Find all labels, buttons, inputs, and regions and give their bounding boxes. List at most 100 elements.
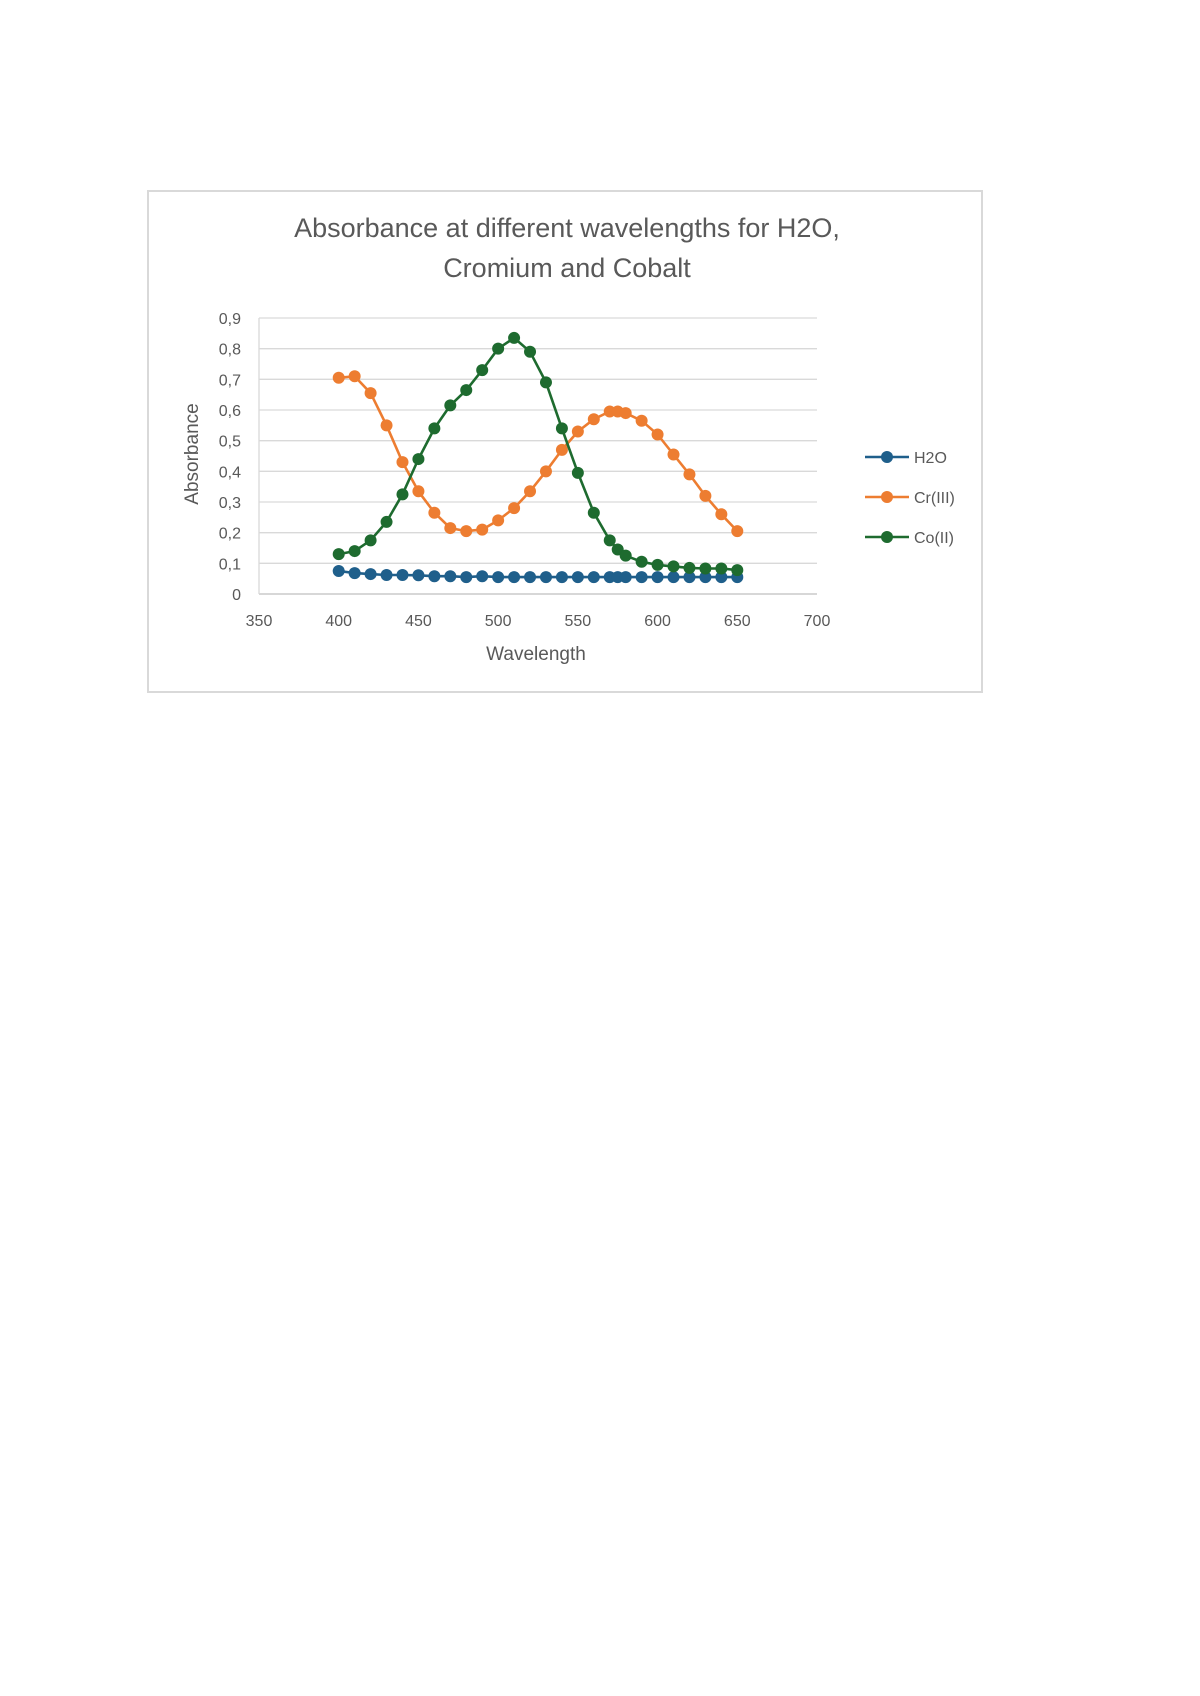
data-point-h2o (444, 570, 457, 583)
data-point-co-ii (348, 545, 361, 558)
x-tick-label: 450 (405, 613, 432, 630)
data-point-co-ii (364, 534, 377, 547)
data-point-h2o (508, 571, 521, 584)
data-point-cr-iii (587, 413, 600, 426)
data-point-cr-iii (619, 407, 632, 420)
data-point-cr-iii (539, 465, 552, 478)
series-plot (332, 331, 744, 584)
chart-area: Absorbance at different wavelengths for … (147, 190, 983, 693)
data-point-cr-iii (444, 522, 457, 535)
y-tick-label: 0,3 (219, 495, 241, 512)
data-point-co-ii (731, 564, 744, 577)
data-point-co-ii (539, 376, 552, 389)
y-tick-label: 0,5 (219, 434, 241, 451)
data-point-cr-iii (699, 489, 712, 502)
data-point-co-ii (715, 562, 728, 575)
data-point-h2o (715, 571, 728, 584)
data-point-co-ii (603, 534, 616, 547)
x-tick-label: 700 (804, 613, 831, 630)
x-axis-title: Wavelength (486, 644, 586, 665)
data-point-cr-iii (380, 419, 393, 432)
data-point-co-ii (412, 453, 425, 466)
x-tick-label: 550 (565, 613, 592, 630)
data-point-co-ii (683, 561, 696, 574)
data-point-h2o (492, 571, 505, 584)
data-point-cr-iii (524, 485, 537, 498)
data-point-h2o (587, 571, 600, 584)
legend-label: Co(II) (914, 530, 954, 547)
data-point-h2o (332, 565, 345, 577)
data-point-h2o (539, 571, 552, 584)
data-point-co-ii (460, 384, 473, 397)
x-tick-label: 650 (724, 613, 751, 630)
x-tick-label: 600 (644, 613, 671, 630)
data-point-h2o (619, 571, 632, 584)
data-point-cr-iii (683, 468, 696, 481)
data-point-cr-iii (635, 414, 648, 427)
y-tick-label: 0,4 (219, 464, 241, 481)
data-point-co-ii (428, 422, 441, 435)
data-point-cr-iii (348, 370, 361, 383)
data-point-cr-iii (731, 525, 744, 538)
data-point-h2o (524, 571, 537, 584)
data-point-co-ii (571, 466, 584, 479)
data-point-co-ii (396, 488, 409, 501)
data-point-h2o (364, 568, 377, 581)
y-tick-label: 0 (232, 587, 241, 604)
data-point-co-ii (508, 331, 521, 344)
x-tick-label: 500 (485, 613, 512, 630)
data-point-co-ii (667, 560, 680, 573)
series-co-ii (332, 331, 744, 577)
data-point-h2o (396, 568, 409, 581)
series-cr-iii (332, 370, 744, 538)
data-point-cr-iii (412, 485, 425, 498)
data-point-h2o (555, 571, 568, 584)
data-point-cr-iii (460, 525, 473, 538)
data-point-cr-iii (555, 443, 568, 456)
data-point-cr-iii (508, 502, 521, 515)
y-tick-label: 0,2 (219, 526, 241, 543)
legend-label: Cr(III) (914, 490, 955, 507)
data-point-co-ii (444, 399, 457, 412)
data-point-co-ii (699, 562, 712, 575)
chart-title-line-2: Cromium and Cobalt (443, 253, 691, 283)
data-point-h2o (635, 571, 648, 584)
data-point-h2o (412, 569, 425, 582)
data-point-cr-iii (396, 456, 409, 469)
data-point-cr-iii (476, 523, 489, 536)
data-point-cr-iii (715, 508, 728, 521)
data-point-cr-iii (492, 514, 505, 527)
data-point-cr-iii (651, 428, 664, 441)
x-tick-label: 400 (325, 613, 352, 630)
legend-item-co-ii: Co(II) (865, 530, 954, 547)
y-axis-title: Absorbance (182, 403, 203, 504)
y-tick-label: 0,8 (219, 342, 241, 359)
y-tick-label: 0,6 (219, 403, 241, 420)
y-tick-label: 0,9 (219, 311, 241, 328)
data-point-co-ii (635, 555, 648, 568)
legend-marker (881, 451, 893, 463)
data-point-h2o (571, 571, 584, 584)
y-tick-label: 0,7 (219, 372, 241, 389)
legend: H2O Cr(III) Co(II) (865, 450, 955, 547)
data-point-co-ii (476, 364, 489, 377)
data-point-h2o (428, 570, 441, 583)
data-point-h2o (651, 571, 664, 584)
data-point-co-ii (619, 549, 632, 562)
data-point-cr-iii (428, 506, 441, 519)
gridlines (258, 317, 817, 595)
data-point-h2o (683, 571, 696, 584)
data-point-h2o (348, 567, 361, 580)
data-point-co-ii (524, 345, 537, 358)
data-point-cr-iii (667, 448, 680, 461)
chart-title-line-1: Absorbance at different wavelengths for … (294, 213, 840, 243)
data-point-co-ii (492, 342, 505, 355)
line-chart: Absorbance at different wavelengths for … (182, 213, 955, 665)
data-point-h2o (699, 571, 712, 584)
data-point-h2o (380, 568, 393, 581)
data-point-co-ii (332, 548, 345, 561)
data-point-co-ii (651, 558, 664, 571)
x-tick-label: 350 (246, 613, 273, 630)
series-h2o (332, 565, 744, 584)
data-point-cr-iii (364, 387, 377, 400)
